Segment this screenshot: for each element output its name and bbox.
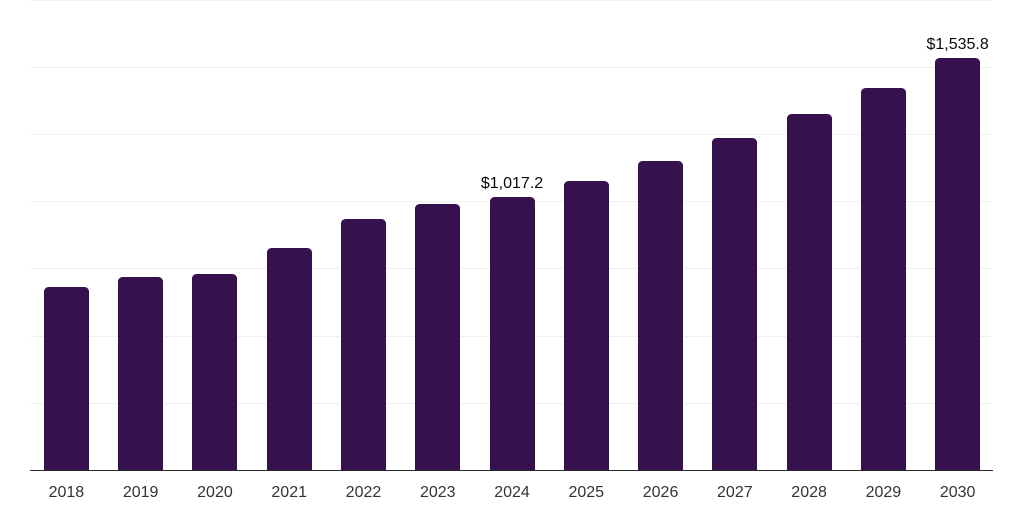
x-tick-2027: 2027	[717, 484, 753, 501]
bar-2019	[118, 276, 164, 471]
gridline	[30, 0, 992, 1]
bar-2020	[192, 273, 238, 471]
bar-2029	[860, 87, 906, 471]
x-tick-2021: 2021	[271, 484, 307, 501]
x-tick-2022: 2022	[345, 484, 382, 501]
gridline	[30, 133, 992, 135]
bar-2021	[266, 248, 312, 471]
bar-2030	[935, 57, 981, 471]
gridline	[30, 66, 992, 68]
x-tick-2028: 2028	[791, 484, 827, 501]
bar-2028	[786, 113, 832, 471]
x-tick-2020: 2020	[197, 484, 233, 501]
bar-2027	[712, 137, 758, 471]
bar-2024	[489, 197, 535, 471]
value-label-2030: $1,535.8	[926, 35, 989, 53]
x-axis-line	[30, 469, 993, 472]
bar-2023	[415, 204, 461, 471]
x-tick-2025: 2025	[568, 484, 605, 501]
x-tick-2029: 2029	[865, 484, 902, 501]
bar-2026	[638, 160, 684, 471]
bar-2022	[340, 218, 386, 471]
bar-2018	[43, 286, 89, 471]
value-label-2024: $1,017.2	[480, 175, 544, 193]
x-tick-2030: 2030	[939, 484, 976, 501]
x-tick-2024: 2024	[494, 484, 530, 501]
x-tick-2018: 2018	[48, 484, 85, 501]
x-tick-2026: 2026	[642, 484, 679, 501]
x-tick-2023: 2023	[419, 484, 456, 501]
x-tick-2019: 2019	[122, 484, 159, 501]
bar-2025	[563, 180, 609, 471]
